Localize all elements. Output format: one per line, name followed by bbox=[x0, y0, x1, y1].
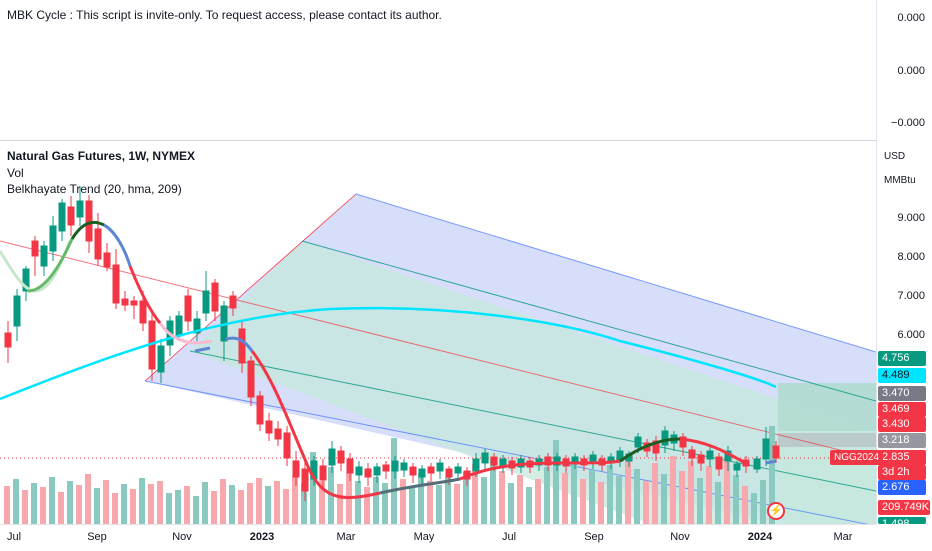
time-label: Mar bbox=[833, 531, 853, 543]
channel-inner-fill bbox=[190, 241, 876, 524]
hma-trend-seg14 bbox=[765, 459, 777, 465]
channel-mid-upper bbox=[301, 240, 876, 402]
hma-trend-seg2 bbox=[27, 238, 74, 293]
channel-mid-lower bbox=[189, 350, 876, 492]
time-label: Sep bbox=[584, 531, 604, 543]
hma-trend-seg13 bbox=[679, 437, 746, 465]
hma-trend-seg7 bbox=[194, 346, 211, 353]
hma-trend-seg6 bbox=[158, 322, 213, 345]
channel-upper-line bbox=[144, 193, 357, 382]
price-tag-channel-top: 4.756 bbox=[878, 351, 926, 366]
hma-trend-seg5 bbox=[128, 265, 162, 324]
pane-divider[interactable] bbox=[0, 140, 932, 141]
symbol-badge[interactable]: NGG2024 bbox=[830, 450, 884, 465]
price-tag-hma-blue: 2.676 bbox=[878, 480, 926, 495]
price-scale-label: 6.000 bbox=[897, 329, 925, 341]
time-label: Nov bbox=[172, 531, 192, 543]
hma-trend-seg11 bbox=[459, 459, 621, 481]
symbol-legend-title[interactable]: Natural Gas Futures, 1W, NYMEX bbox=[7, 149, 196, 163]
hma-trend-seg4 bbox=[103, 223, 132, 267]
countdown-tag: 3d 2h bbox=[878, 465, 926, 480]
long-trend-line bbox=[0, 306, 777, 401]
time-label: Nov bbox=[670, 531, 690, 543]
unit-button[interactable]: MMBtu bbox=[884, 175, 916, 186]
price-tag-channel-bottom: 1.498 bbox=[878, 517, 926, 524]
indicator-legend[interactable]: MBK Cycle : This script is invite-only. … bbox=[7, 8, 442, 22]
indicator-scale-label: 0.000 bbox=[897, 65, 925, 77]
price-scale-label: 9.000 bbox=[897, 212, 925, 224]
time-label: Sep bbox=[87, 531, 107, 543]
hma-trend-seg3 bbox=[70, 220, 105, 240]
time-label: Mar bbox=[336, 531, 356, 543]
main-chart-pane[interactable]: Natural Gas Futures, 1W, NYMEX Vol Belkh… bbox=[0, 141, 876, 524]
grey-zone bbox=[778, 433, 876, 447]
hma-trend-seg12 bbox=[619, 437, 681, 463]
price-tag-median: 3.469 bbox=[878, 402, 926, 417]
channel-median bbox=[0, 240, 876, 460]
hma-trend-seg9 bbox=[250, 350, 381, 499]
time-axis[interactable]: Jul Sep Nov 2023 Mar May Jul Sep Nov 202… bbox=[0, 524, 876, 551]
price-scale-label: 8.000 bbox=[897, 251, 925, 263]
time-label: 2024 bbox=[747, 531, 773, 543]
time-label: Jul bbox=[501, 531, 517, 543]
price-tag-last: 2.835 bbox=[878, 450, 926, 465]
indicator-scale-label: 0.000 bbox=[897, 12, 925, 24]
hma-trend-seg10 bbox=[379, 477, 461, 495]
price-tag-box-top: 3.470 bbox=[878, 386, 926, 401]
time-label: Jul bbox=[6, 531, 22, 543]
time-label: May bbox=[413, 531, 435, 543]
price-tag-hma: 3.430 bbox=[878, 417, 926, 432]
channel-top-line bbox=[355, 193, 876, 353]
volume-bars bbox=[4, 426, 775, 524]
price-tag-grey-zone: 3.218 bbox=[878, 433, 926, 448]
projection-box-top bbox=[778, 383, 876, 431]
indicator-scale-label: −0.000 bbox=[891, 117, 925, 129]
lightning-icon[interactable]: ⚡ bbox=[767, 502, 785, 520]
price-scale-label: 7.000 bbox=[897, 290, 925, 302]
currency-button[interactable]: USD bbox=[884, 151, 906, 162]
price-tag-long-trend: 4.489 bbox=[878, 368, 926, 383]
belkhayate-legend[interactable]: Belkhayate Trend (20, hma, 209) bbox=[7, 182, 182, 196]
volume-legend[interactable]: Vol bbox=[7, 166, 24, 180]
indicator-pane[interactable]: MBK Cycle : This script is invite-only. … bbox=[0, 0, 876, 140]
volume-tag: 209.749K bbox=[878, 500, 930, 515]
price-chart[interactable] bbox=[0, 141, 876, 524]
hma-trend-seg8 bbox=[225, 336, 254, 352]
time-label: 2023 bbox=[249, 531, 275, 543]
